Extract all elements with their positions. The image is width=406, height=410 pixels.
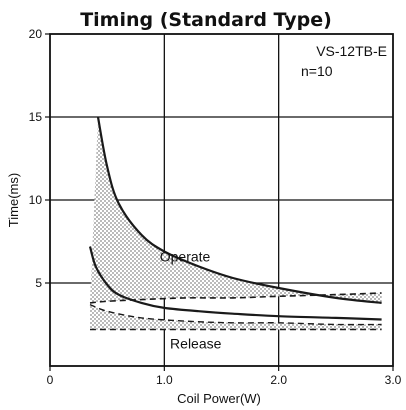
release-label: Release <box>170 336 222 352</box>
operate-band-lower-edge <box>89 292 382 304</box>
chart-title: Timing (Standard Type) <box>80 9 332 31</box>
y-tick-label: 20 <box>29 27 43 41</box>
x-tick-label: 2.0 <box>270 373 287 387</box>
operate-curve <box>96 116 382 304</box>
sample-count-annotation: n=10 <box>301 63 333 79</box>
model-annotation: VS-12TB-E <box>316 43 387 59</box>
y-axis-title: Time(ms) <box>6 173 21 227</box>
plot-area: Operate Release 0 1.0 2.0 3.0 5 10 15 20 <box>29 27 402 387</box>
y-tick-label: 10 <box>29 193 43 207</box>
y-tick-label: 5 <box>35 276 42 290</box>
x-axis-title: Coil Power(W) <box>177 391 261 406</box>
release-spread-band <box>90 304 382 330</box>
operate-label: Operate <box>160 248 211 264</box>
x-tick-label: 0 <box>47 373 54 387</box>
x-tick-label: 1.0 <box>156 373 173 387</box>
x-tick-label: 3.0 <box>385 373 402 387</box>
y-tick-label: 15 <box>29 110 43 124</box>
operate-spread-band <box>90 117 382 303</box>
release-band-upper-edge <box>89 303 382 326</box>
release-curve <box>88 246 382 321</box>
